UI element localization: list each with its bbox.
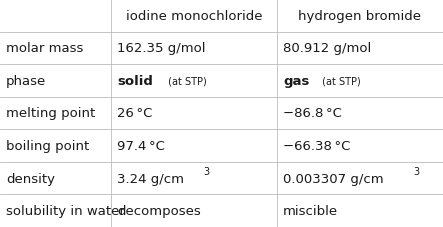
- Text: 162.35 g/mol: 162.35 g/mol: [117, 42, 206, 55]
- Text: 97.4 °C: 97.4 °C: [117, 139, 165, 152]
- Text: iodine monochloride: iodine monochloride: [126, 10, 262, 23]
- Text: 0.003307 g/cm: 0.003307 g/cm: [283, 172, 384, 185]
- Text: gas: gas: [283, 75, 309, 88]
- Text: density: density: [6, 172, 55, 185]
- Text: 80.912 g/mol: 80.912 g/mol: [283, 42, 371, 55]
- Text: 3: 3: [413, 166, 419, 176]
- Text: melting point: melting point: [6, 107, 95, 120]
- Text: solubility in water: solubility in water: [6, 204, 125, 217]
- Text: 3.24 g/cm: 3.24 g/cm: [117, 172, 184, 185]
- Text: decomposes: decomposes: [117, 204, 201, 217]
- Text: miscible: miscible: [283, 204, 338, 217]
- Text: −66.38 °C: −66.38 °C: [283, 139, 350, 152]
- Text: solid: solid: [117, 75, 153, 88]
- Text: hydrogen bromide: hydrogen bromide: [299, 10, 421, 23]
- Text: (at STP): (at STP): [165, 76, 207, 86]
- Text: 26 °C: 26 °C: [117, 107, 152, 120]
- Text: 3: 3: [203, 166, 210, 176]
- Text: −86.8 °C: −86.8 °C: [283, 107, 342, 120]
- Text: phase: phase: [6, 75, 46, 88]
- Text: (at STP): (at STP): [319, 76, 361, 86]
- Text: boiling point: boiling point: [6, 139, 89, 152]
- Text: molar mass: molar mass: [6, 42, 83, 55]
